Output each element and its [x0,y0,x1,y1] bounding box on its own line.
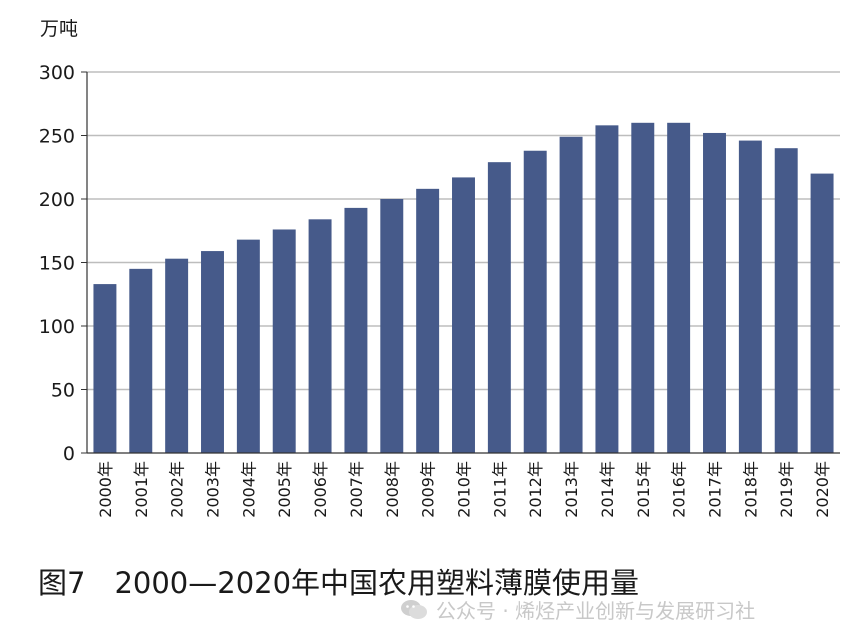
x-tick-label: 2009年 [419,461,438,518]
wechat-icon [401,599,427,619]
y-axis-ticks: 0 50 100 150 200 250 300 [39,62,88,465]
x-tick-label: 2016年 [670,461,689,518]
x-tick-label: 2012年 [526,461,545,518]
y-tick-label: 200 [39,189,75,211]
bar [308,219,332,453]
x-tick-label: 2006年 [311,461,330,518]
watermark-text: 公众号 · 烯烃产业创新与发展研习社 [436,599,756,623]
bar [416,188,440,453]
bar [810,173,834,453]
watermark: 公众号 · 烯烃产业创新与发展研习社 [400,595,755,624]
x-tick-label: 2010年 [455,461,474,518]
x-tick-label: 2019年 [777,461,796,518]
x-tick-label: 2003年 [204,461,223,518]
x-tick-label: 2011年 [490,461,509,518]
bar [344,207,368,453]
bar [523,150,547,454]
bar [93,284,117,453]
x-tick-label: 2002年 [168,461,187,518]
x-tick-label: 2004年 [239,461,258,518]
x-axis-ticks: 2000年 2001年 2002年 2003年 2004年 2005年 2006年 2007年… [96,461,832,518]
figure-caption: 图7 2000—2020年中国农用塑料薄膜使用量 [38,566,640,600]
bar [774,148,798,453]
x-tick-label: 2017年 [706,461,725,518]
bar [452,177,475,453]
x-tick-label: 2008年 [383,461,402,518]
bar [559,136,583,453]
x-tick-label: 2015年 [634,461,653,518]
bar [631,122,655,454]
y-tick-label: 300 [39,62,75,84]
bar [487,162,511,454]
y-tick-label: 150 [39,253,75,275]
bar [595,125,619,453]
x-tick-label: 2018年 [741,461,760,518]
bar [236,239,260,453]
x-tick-label: 2014年 [598,461,617,518]
bar [129,268,153,453]
bar [667,122,691,454]
bar [272,229,296,453]
y-tick-label: 250 [39,126,75,148]
y-tick-label: 50 [51,380,75,402]
x-tick-label: 2020年 [813,461,832,518]
x-tick-label: 2013年 [562,461,581,518]
x-tick-label: 2007年 [347,461,366,518]
bar [380,199,404,453]
y-axis-unit-label: 万吨 [40,18,78,40]
bars [93,122,834,454]
bar [738,140,762,453]
y-tick-label: 0 [63,443,75,465]
x-tick-label: 2001年 [132,461,151,518]
x-tick-label: 2005年 [275,461,294,518]
bar [201,251,224,453]
y-tick-label: 100 [39,316,75,338]
x-tick-label: 2000年 [96,461,115,518]
bar [703,132,726,453]
bar [165,258,189,453]
